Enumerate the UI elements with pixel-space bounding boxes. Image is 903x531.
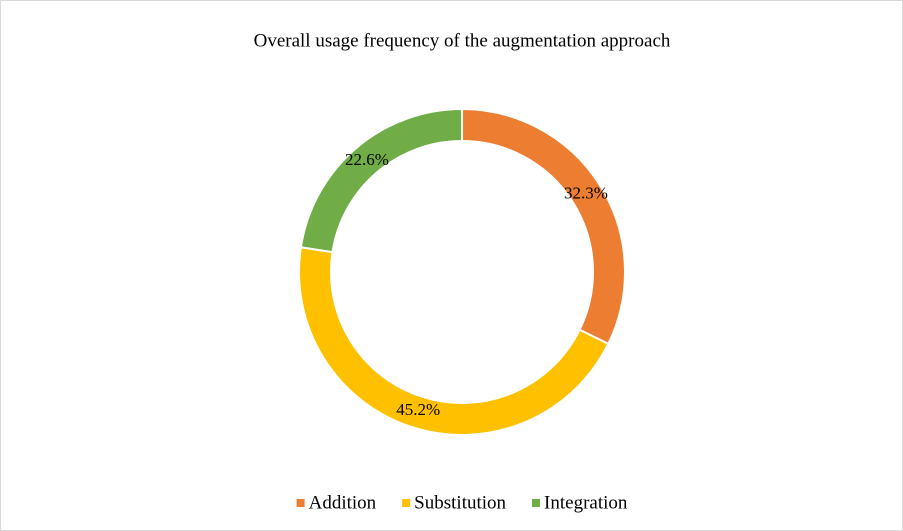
data-label: 45.2% — [396, 400, 440, 419]
data-label: 22.6% — [345, 150, 389, 169]
data-label: 32.3% — [564, 184, 608, 203]
legend-label: Integration — [544, 492, 628, 513]
legend-label: Addition — [309, 492, 377, 513]
legend-marker — [402, 499, 411, 507]
legend-label: Substitution — [414, 492, 506, 513]
doughnut-segment — [299, 107, 463, 254]
chart-title: Overall usage frequency of the augmentat… — [254, 30, 671, 51]
legend-marker — [296, 499, 305, 507]
doughnut-segment — [298, 246, 610, 436]
legend-marker — [532, 499, 541, 507]
